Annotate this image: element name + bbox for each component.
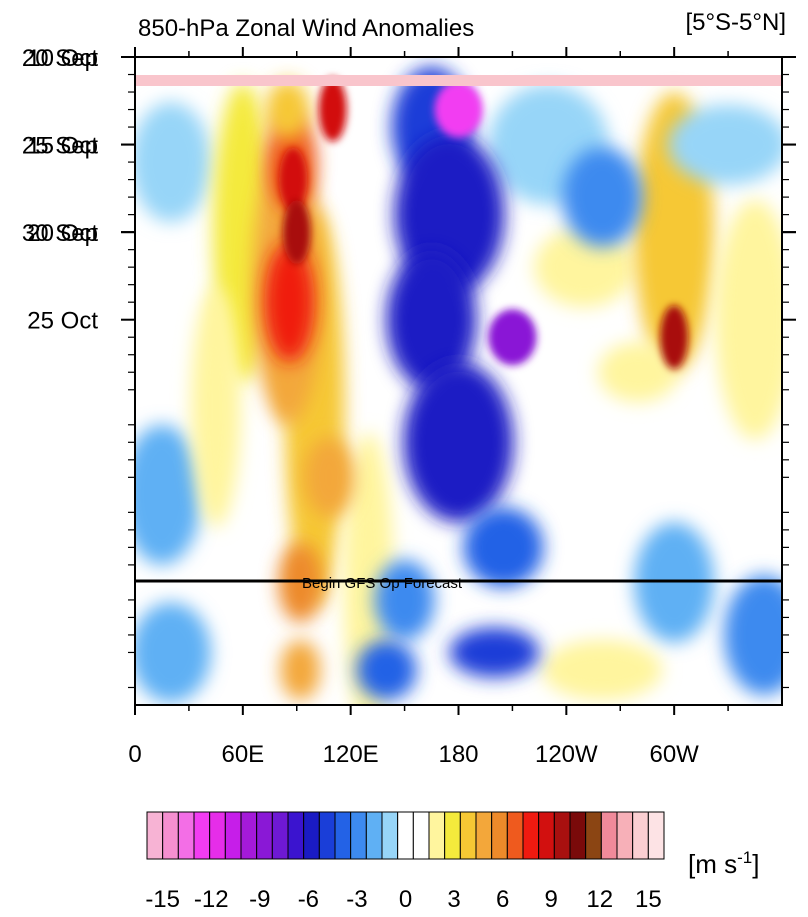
colorbar-swatch — [459, 811, 477, 860]
background-anomaly — [534, 227, 635, 308]
colorbar-tick-label: 15 — [635, 886, 662, 913]
background-anomaly — [668, 104, 782, 185]
colorbar-tick-label: 9 — [545, 886, 558, 913]
colorbar-swatch — [365, 811, 383, 860]
background-anomaly — [542, 639, 663, 700]
colorbar-swatch — [303, 811, 320, 860]
easterly-anomaly — [463, 507, 544, 588]
background-anomaly — [598, 342, 679, 403]
colorbar-swatch — [538, 811, 555, 860]
colorbar-swatch — [632, 811, 649, 860]
y-tick-label: 20 Oct — [27, 220, 98, 247]
forecast-annotation: Begin GFS Op Forecast — [302, 575, 463, 592]
background-anomaly — [190, 287, 241, 528]
easterly-core — [434, 81, 483, 138]
colorbar-swatch — [177, 811, 195, 860]
colorbar-swatch — [569, 811, 587, 860]
x-tick-label: 60W — [649, 741, 699, 768]
colorbar-swatch — [287, 811, 305, 860]
easterly-anomaly — [403, 362, 514, 523]
colorbar-swatch — [475, 811, 493, 860]
easterly-anomaly — [449, 627, 540, 678]
background-anomaly — [135, 602, 211, 703]
westerly-core — [279, 147, 308, 212]
colorbar-tick-label: -9 — [249, 886, 270, 913]
y-tick-label: 30 Sep — [22, 220, 98, 247]
westerly-core — [660, 305, 689, 370]
colorbar-tick-label: -6 — [298, 886, 319, 913]
colorbar-swatch — [146, 811, 164, 860]
y-tick-label: 10 Oct — [27, 45, 98, 72]
x-tick-label: 180 — [438, 741, 478, 768]
colorbar: -15 -12 -9 -6 -3 0 3 6 9 12 15 — [145, 811, 665, 913]
colorbar-swatch — [209, 811, 226, 860]
easterly-anomaly — [356, 639, 417, 700]
colorbar-tick-label: 6 — [496, 886, 509, 913]
colorbar-tick-label: -12 — [194, 886, 229, 913]
x-tick-label: 120E — [323, 741, 379, 768]
colorbar-swatch — [506, 811, 524, 860]
colorbar-swatch — [444, 811, 461, 860]
colorbar-swatch — [397, 811, 414, 860]
colorbar-swatch — [256, 811, 273, 860]
colorbar-tick-label: 3 — [447, 886, 460, 913]
chart-title: 850-hPa Zonal Wind Anomalies — [138, 15, 474, 42]
westerly-anomaly — [265, 79, 310, 140]
plot-area — [135, 57, 782, 705]
colorbar-tick-label: 12 — [586, 886, 613, 913]
colorbar-swatch — [600, 811, 618, 860]
colorbar-swatch — [522, 811, 540, 860]
missing-data-strip — [135, 75, 782, 86]
background-anomaly — [135, 424, 202, 565]
colorbar-swatch — [553, 811, 571, 860]
colorbar-swatch — [350, 811, 367, 860]
region-label: [5°S-5°N] — [685, 9, 786, 36]
colorbar-swatch — [491, 811, 508, 860]
westerly-core — [282, 200, 311, 265]
easterly-anomaly — [374, 559, 435, 640]
y-tick-label: 20 Sep — [22, 45, 98, 72]
westerly-anomaly — [280, 639, 321, 700]
colorbar-tick-label: 0 — [399, 886, 412, 913]
colorbar-swatch — [381, 811, 399, 860]
colorbar-swatch — [412, 811, 430, 860]
colorbar-swatch — [585, 811, 602, 860]
colorbar-swatch — [224, 811, 242, 860]
background-anomaly — [715, 199, 782, 440]
colorbar-tick-label: -15 — [145, 886, 180, 913]
x-tick-label: 0 — [128, 741, 141, 768]
anomaly-field — [135, 67, 782, 705]
colorbar-swatch — [318, 811, 336, 860]
background-anomaly — [562, 147, 643, 248]
easterly-anomaly — [386, 249, 477, 390]
background-anomaly — [343, 432, 394, 705]
colorbar-swatch — [334, 811, 352, 860]
westerly-anomaly — [304, 437, 355, 518]
colorbar-swatch — [647, 811, 665, 860]
y-tick-label: 15 Oct — [27, 133, 98, 160]
y-tick-label: 25 Sep — [22, 133, 98, 160]
colorbar-swatch — [271, 811, 289, 860]
colorbar-unit: [m s-1] — [688, 848, 759, 879]
background-anomaly — [135, 102, 211, 223]
colorbar-swatch — [616, 811, 634, 860]
colorbar-swatch — [240, 811, 258, 860]
x-tick-label: 60E — [221, 741, 264, 768]
colorbar-swatch — [162, 811, 179, 860]
westerly-anomaly — [264, 242, 315, 363]
easterly-core — [488, 309, 537, 366]
x-axis: 0 60E 120E 180 120W 60W — [128, 47, 729, 768]
y-tick-label: 25 Oct — [27, 308, 98, 335]
colorbar-tick-label: -3 — [346, 886, 367, 913]
colorbar-swatch — [428, 811, 446, 860]
westerly-core — [318, 77, 347, 142]
x-tick-label: 120W — [535, 741, 598, 768]
colorbar-swatch — [193, 811, 211, 860]
background-anomaly — [724, 574, 782, 695]
